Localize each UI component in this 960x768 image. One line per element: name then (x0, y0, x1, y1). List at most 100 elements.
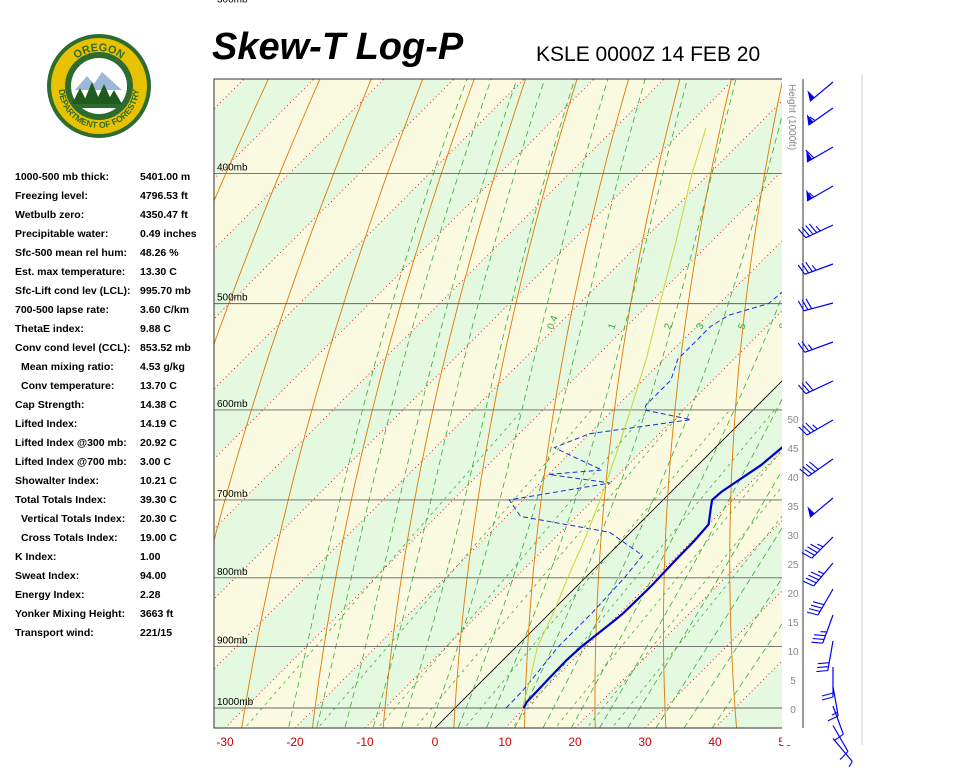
wind-barb-feather (801, 299, 809, 310)
index-label: Conv cond level (CCL): (15, 342, 131, 354)
pressure-label: 700mb (217, 489, 248, 500)
index-label: Lifted Index @300 mb: (15, 437, 127, 449)
wind-barb-half-feather (808, 192, 815, 198)
index-value: 5401.00 m (140, 171, 191, 183)
pressure-label: 300mb (217, 0, 248, 6)
wind-barb-feather (797, 384, 807, 395)
temperature-band (0, 79, 104, 728)
oregon-forestry-logo: OREGON DEPARTMENT OF FORESTRY (42, 32, 156, 140)
wind-barb-feather (797, 342, 806, 353)
pressure-label: 800mb (217, 567, 248, 578)
wind-barb-pennant (807, 506, 815, 518)
index-value: 19.00 C (140, 532, 177, 544)
index-label: Showalter Index: (15, 475, 100, 487)
index-label: Energy Index: (15, 589, 85, 601)
parcel-trace (521, 127, 707, 709)
x-tick-label: 20 (568, 735, 582, 749)
wind-barb-feather (801, 226, 810, 237)
height-tick-label: 15 (787, 618, 799, 629)
moist-adiabat-line (457, 79, 646, 728)
dewpoint-trace (505, 273, 803, 709)
wind-barb (797, 380, 834, 395)
wind-barb-half-feather (817, 543, 824, 548)
height-tick-label: 20 (787, 589, 799, 600)
wind-barb-half-feather (815, 225, 821, 232)
height-tick-label: 0 (790, 705, 796, 716)
index-value: 14.38 C (140, 399, 177, 411)
mixing-ratio-line (464, 409, 730, 728)
index-row: 700-500 lapse rate: 3.60 C/km (15, 301, 215, 320)
wind-barb-feather (810, 604, 823, 609)
index-value: 10.21 C (140, 475, 177, 487)
height-tick-label: 45 (787, 444, 799, 455)
index-value: 995.70 mb (140, 285, 191, 297)
chart-title: Skew-T Log-P (212, 26, 464, 68)
dry-adiabat-line (524, 79, 630, 728)
isotherm-line (574, 499, 803, 728)
index-value: 221/15 (140, 627, 173, 639)
height-tick-label: 10 (787, 647, 799, 658)
wind-barb-feather (805, 577, 817, 584)
index-label: Wetbulb zero: (15, 209, 85, 221)
index-label: Vertical Totals Index: (21, 513, 126, 525)
wind-barb (807, 81, 834, 102)
index-value: 853.52 mb (140, 342, 191, 354)
wind-barb (832, 725, 849, 760)
wind-barb-staff (809, 81, 834, 102)
index-label: ThetaE index: (15, 323, 84, 335)
moist-adiabat-line (485, 79, 688, 728)
index-value: 13.30 C (140, 266, 177, 278)
height-tick-label: 35 (787, 502, 799, 513)
temperature-band (214, 79, 244, 109)
index-value: 3.00 C (140, 456, 171, 468)
moist-adiabat-line (683, 545, 803, 728)
wind-barb-feather (833, 733, 844, 742)
wind-barb-feather (801, 263, 810, 274)
pressure-label: 900mb (217, 636, 248, 647)
isotherm-line (644, 569, 803, 728)
wind-barb-feather (808, 574, 820, 581)
index-row: Transport wind: 221/15 (15, 624, 215, 643)
wind-barb-staff (832, 725, 849, 752)
wind-barb-staff (809, 497, 834, 518)
wind-panel-background (782, 75, 862, 745)
dry-adiabat-line (856, 0, 960, 737)
index-value: 4350.47 ft (140, 209, 188, 221)
wind-barb-feather (810, 543, 821, 551)
dry-adiabat-line (729, 79, 784, 728)
index-value: 4.53 g/kg (140, 361, 185, 373)
moist-adiabat-line (570, 239, 803, 728)
isotherm-line (504, 429, 803, 728)
wind-barb-staff (804, 263, 834, 275)
index-value: 20.92 C (140, 437, 177, 449)
index-row: Lifted Index @700 mb: 3.00 C (15, 453, 215, 472)
index-label: Lifted Index: (15, 418, 78, 430)
moist-adiabat-line (655, 493, 803, 728)
wind-barb-feather (816, 669, 828, 673)
index-row: Lifted Index: 14.19 C (15, 415, 215, 434)
dry-adiabat-line (917, 0, 960, 737)
mixing-ratio-label: 3 (694, 322, 706, 331)
wind-barb-feather (797, 300, 805, 312)
index-row: Total Totals Index: 39.30 C (15, 491, 215, 510)
index-row: Conv temperature: 13.70 C (15, 377, 215, 396)
index-row: Yonker Mixing Height: 3663 ft (15, 605, 215, 624)
pressure-label: 1000mb (217, 697, 254, 708)
wind-barb-feather (809, 461, 819, 470)
wind-barb (816, 640, 834, 673)
wind-barb (797, 341, 834, 353)
wind-barb-feather (805, 463, 816, 473)
temperature-band (855, 79, 960, 728)
x-tick-label: 40 (708, 735, 722, 749)
wind-barb-feather (808, 608, 821, 613)
temperature-band (925, 79, 960, 728)
wind-barb-feather (814, 634, 826, 637)
wind-barb-feather (811, 641, 823, 644)
wind-barb-staff (813, 562, 834, 587)
wind-barb (832, 738, 853, 768)
isotherm-line (0, 79, 174, 728)
wind-barb-feather (817, 666, 829, 669)
mixing-ratio-label: 1 (606, 322, 618, 331)
index-value: 1.00 (140, 551, 161, 563)
wind-barb-half-feather (811, 264, 817, 271)
